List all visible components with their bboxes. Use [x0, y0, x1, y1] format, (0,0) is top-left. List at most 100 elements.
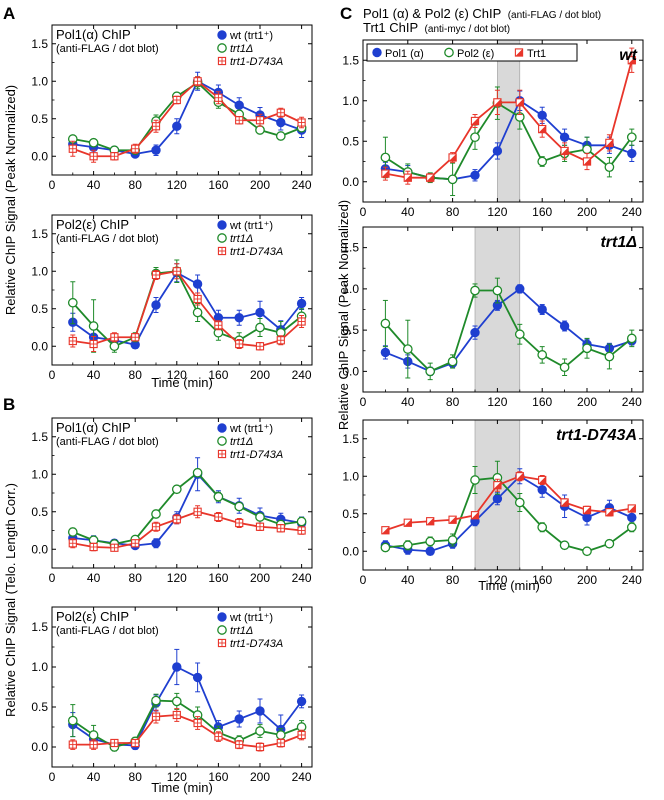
data-point	[172, 515, 181, 524]
y-tick-label: 1.5	[31, 227, 48, 241]
legend-marker	[372, 47, 382, 58]
data-point	[604, 538, 615, 549]
series-line	[72, 271, 303, 346]
series-line	[72, 270, 303, 348]
x-tick-label: 120	[167, 571, 187, 585]
data-point	[151, 522, 161, 531]
data-point	[470, 170, 480, 180]
x-tick-label: 0	[360, 573, 367, 587]
x-tick-label: 240	[622, 573, 642, 587]
data-point	[604, 162, 615, 173]
data-point	[255, 342, 265, 351]
data-point-fill	[471, 117, 479, 125]
data-point	[255, 125, 265, 135]
data-point	[559, 132, 570, 142]
legend-marker	[444, 47, 454, 58]
series-d743a	[68, 505, 306, 552]
y-tick-label: 0.0	[31, 740, 48, 754]
data-point	[131, 539, 140, 548]
data-point	[492, 285, 503, 296]
y-tick-label: 0.5	[342, 507, 359, 521]
x-tick-label: 40	[87, 770, 101, 784]
shaded-interval	[497, 39, 521, 203]
panel-b-xlabel: Time (min)	[151, 780, 213, 795]
data-point	[626, 333, 637, 344]
data-point	[582, 144, 592, 155]
panel-letter-c: C	[340, 4, 352, 23]
x-tick-label: 40	[87, 178, 101, 192]
data-point-fill	[628, 504, 636, 513]
data-point	[214, 93, 223, 102]
data-point	[470, 327, 480, 338]
data-point	[171, 696, 182, 707]
data-point	[255, 742, 265, 752]
y-tick-label: 1.0	[31, 264, 48, 278]
legend-marker	[217, 423, 227, 433]
data-point	[151, 122, 161, 131]
panel-c-title-line1: Pol1 (α) & Pol2 (ε) ChIP (anti-FLAG / do…	[363, 6, 601, 21]
condition-label: trt1-D743A	[556, 427, 637, 444]
chart-a2-pol2: 0 40 80 120 160 200 240 0.0 0.5 1.0 1.5 Pol2(ε) ChI…	[31, 214, 313, 382]
x-tick-label: 240	[292, 571, 312, 585]
data-point	[172, 121, 182, 131]
data-point	[193, 507, 202, 516]
data-point	[403, 518, 412, 527]
data-point-fill	[471, 511, 479, 519]
data-point	[171, 484, 182, 495]
y-tick-label: 0.0	[342, 364, 359, 378]
y-tick-label: 0.0	[342, 175, 359, 189]
x-tick-label: 40	[87, 571, 101, 585]
series-trt1delta	[67, 467, 307, 549]
data-point	[193, 294, 202, 304]
panel-b-ylabel: Relative ChIP Signal (Telo. Length Corr.…	[3, 483, 18, 717]
legend-marker	[217, 449, 227, 459]
data-point	[255, 706, 265, 716]
x-tick-label: 240	[292, 178, 312, 192]
legend-label: trt1-D743A	[230, 449, 283, 461]
legend-marker	[217, 233, 227, 243]
data-point	[402, 540, 413, 551]
x-tick-label: 160	[208, 368, 228, 382]
data-point	[296, 516, 307, 527]
data-point	[537, 485, 547, 495]
data-point	[255, 116, 265, 125]
data-point	[110, 738, 119, 748]
data-point-fill	[493, 98, 501, 106]
data-point	[493, 481, 502, 490]
x-tick-label: 200	[250, 571, 270, 585]
data-point	[604, 351, 615, 362]
panel-c-xlabel: Time (min)	[478, 578, 540, 593]
data-point	[297, 118, 306, 127]
data-point-fill	[538, 476, 546, 484]
series-line	[72, 699, 302, 748]
data-point	[275, 131, 286, 141]
data-point	[235, 740, 244, 749]
y-tick-label: 0.0	[31, 542, 48, 556]
panel-a-xlabel: Time (min)	[151, 375, 213, 390]
data-point	[67, 715, 78, 726]
subplot-title: Pol1(α) ChIP	[56, 27, 131, 42]
data-point	[89, 152, 98, 161]
panel-a-ylabel: Relative ChIP Signal (Peak Normalized)	[3, 85, 18, 315]
data-point	[425, 536, 436, 547]
y-tick-label: 1.5	[342, 432, 359, 446]
data-point	[235, 116, 244, 125]
subplot-title: Pol2(ε) ChIP	[56, 217, 129, 232]
data-point	[582, 512, 592, 523]
x-tick-label: 200	[250, 368, 270, 382]
data-point	[213, 491, 224, 502]
data-point	[276, 738, 285, 748]
x-tick-label: 40	[401, 205, 415, 219]
legend-label: Pol2 (ε)	[457, 48, 494, 60]
data-point	[193, 77, 202, 86]
data-point	[276, 336, 285, 345]
data-point	[234, 501, 245, 512]
data-point	[255, 512, 265, 522]
x-tick-label: 80	[446, 395, 460, 409]
data-point-fill	[561, 147, 569, 155]
data-point	[470, 475, 480, 485]
legend-label: trt1Δ	[230, 43, 253, 55]
legend-marker	[217, 220, 227, 230]
chart-c2-trt1delta: 0 40 80 120 160 200 240 0.0 0.5 1.0 1.5 trt1Δ	[342, 226, 644, 409]
data-point	[67, 527, 78, 537]
